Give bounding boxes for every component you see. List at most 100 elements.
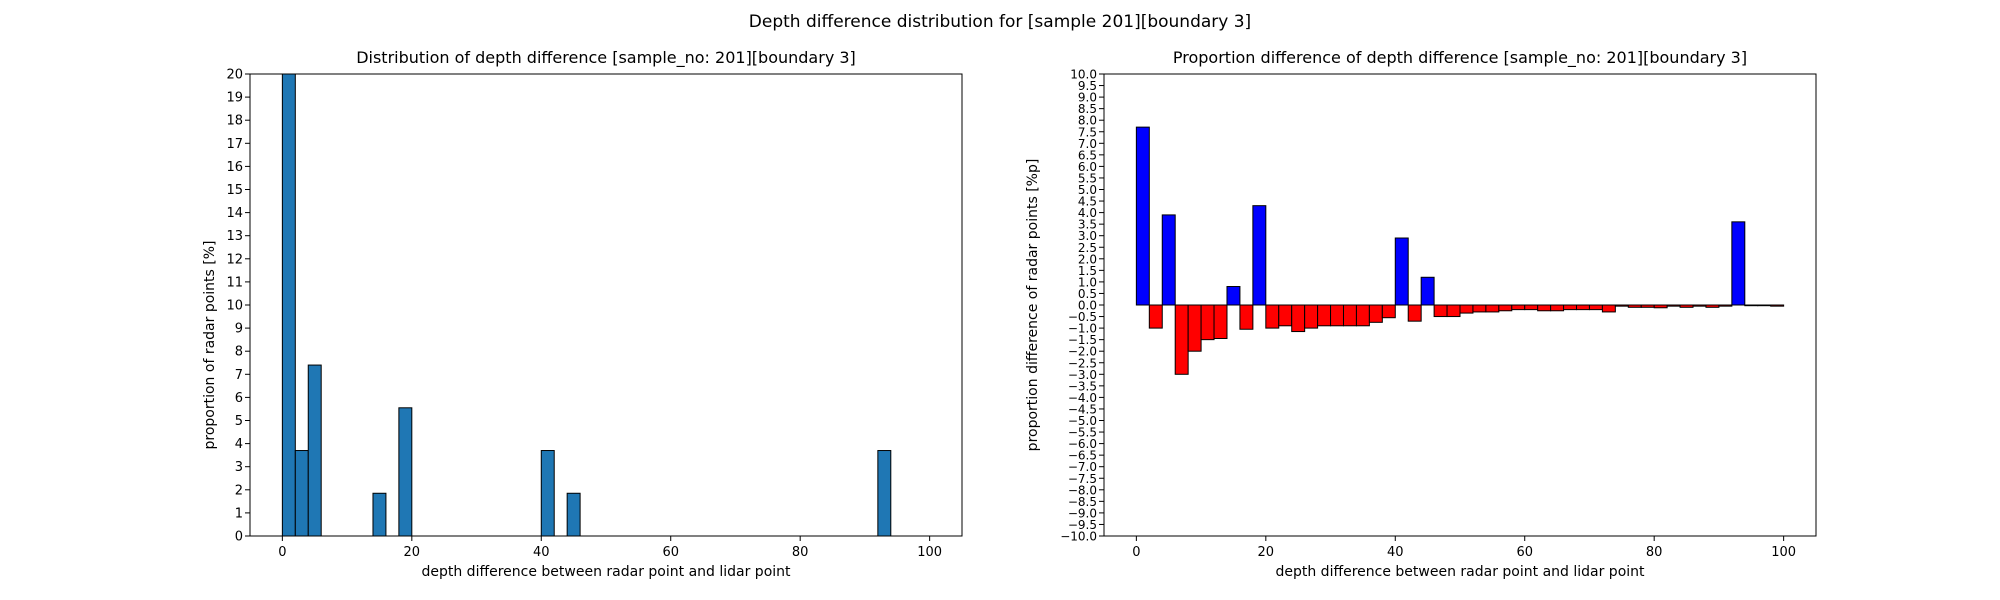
right-chart-bar [1692, 304, 1707, 307]
left-chart-ytick-label: 4 [235, 437, 243, 452]
right-chart-ytick-label: 1.0 [1078, 275, 1097, 289]
right-chart-bar [1394, 237, 1409, 306]
left-chart-xticks: 0 20 40 60 80 100 [278, 536, 942, 560]
right-chart-ytick-label: −7.5 [1068, 472, 1097, 486]
right-chart-ytick-label: 0.0 [1078, 299, 1097, 313]
right-chart-ytick-label: −9.5 [1068, 518, 1097, 532]
right-chart-ytick-label: −2.0 [1068, 345, 1097, 359]
right-chart-bar [1317, 304, 1332, 327]
right-chart-frame [1103, 73, 1817, 537]
left-chart-ytick-label: 10 [226, 299, 243, 314]
right-chart-bar [1653, 304, 1668, 309]
figure-suptitle: Depth difference distribution for [sampl… [749, 12, 1251, 32]
right-chart-ytick-label: 1.5 [1078, 264, 1097, 278]
left-chart-bar [281, 73, 296, 537]
right-chart-ytick-label: 8.0 [1078, 114, 1097, 128]
right-chart-ytick-label: 9.5 [1078, 79, 1097, 93]
right-chart-xtick-label: 60 [1516, 545, 1533, 560]
right-chart-bar [1757, 304, 1772, 307]
left-chart-bar [877, 450, 892, 537]
right-chart-ytick-label: −4.0 [1068, 391, 1097, 405]
right-chart-ytick-label: −2.5 [1068, 356, 1097, 370]
right-chart-ytick-label: 6.0 [1078, 160, 1097, 174]
right-chart-axes: Proportion difference of depth differenc… [1025, 48, 1817, 580]
left-chart-xtick-label: 80 [792, 545, 809, 560]
right-chart-bar [1368, 304, 1383, 323]
left-chart-bar [566, 492, 581, 537]
left-chart-xtick-label: 60 [662, 545, 679, 560]
left-chart-title: Distribution of depth difference [sample… [356, 48, 856, 68]
right-chart-bar [1330, 304, 1345, 327]
right-chart-ytick-label: −1.5 [1068, 333, 1097, 347]
right-chart-bar [1718, 304, 1733, 307]
right-chart-bar [1187, 304, 1202, 352]
right-chart-bar [1744, 304, 1759, 307]
left-chart-ytick-label: 2 [235, 483, 243, 498]
right-chart-ytick-label: 4.0 [1078, 206, 1097, 220]
right-chart-bar [1485, 304, 1500, 313]
left-chart-xtick-label: 40 [533, 545, 550, 560]
right-chart-bar [1679, 304, 1694, 308]
right-chart-bar [1446, 304, 1461, 318]
right-chart-bar [1407, 304, 1422, 322]
right-chart-ytick-label: −3.0 [1068, 368, 1097, 382]
left-chart-bar [398, 407, 413, 537]
left-chart-axes: Distribution of depth difference [sample… [202, 48, 963, 580]
right-chart-bar [1420, 276, 1435, 306]
right-chart-bar [1174, 304, 1189, 375]
right-chart-ytick-label: 4.5 [1078, 195, 1097, 209]
left-chart-ytick-label: 0 [235, 530, 243, 545]
right-chart-ytick-label: −9.0 [1068, 506, 1097, 520]
right-chart-bar [1563, 304, 1578, 311]
right-chart-xlabel: depth difference between radar point and… [1275, 564, 1645, 580]
right-chart-ytick-label: −7.0 [1068, 460, 1097, 474]
right-chart-bar [1381, 304, 1396, 319]
left-chart-xtick-label: 100 [917, 545, 942, 560]
right-chart-ytick-label: −1.0 [1068, 322, 1097, 336]
right-chart-bar [1278, 304, 1293, 327]
right-chart-xticks: 0 20 40 60 80 100 [1132, 536, 1796, 560]
left-chart-ytick-label: 12 [226, 252, 243, 267]
right-chart-ytick-label: −6.5 [1068, 449, 1097, 463]
right-chart-bar [1304, 304, 1319, 329]
left-chart-ytick-label: 5 [235, 414, 243, 429]
right-chart-bar [1576, 304, 1590, 311]
right-chart-bar [1498, 304, 1513, 312]
right-chart-bar [1200, 304, 1215, 341]
left-chart-ytick-label: 8 [235, 345, 243, 360]
right-chart-bar [1472, 304, 1487, 313]
right-chart-xtick-label: 20 [1258, 545, 1275, 560]
right-chart-ytick-label: 7.5 [1078, 125, 1097, 139]
right-chart-ytick-label: 6.5 [1078, 148, 1097, 162]
right-chart-ytick-label: −4.5 [1068, 402, 1097, 416]
right-chart-ytick-label: −8.0 [1068, 483, 1097, 497]
right-chart-bar [1226, 286, 1241, 306]
right-chart-ytick-label: −3.5 [1068, 379, 1097, 393]
right-chart-bar [1459, 304, 1474, 314]
right-chart-title: Proportion difference of depth differenc… [1173, 48, 1747, 68]
right-chart-bar [1148, 304, 1163, 329]
left-chart-bar [294, 450, 309, 537]
right-chart-bar [1213, 304, 1228, 339]
right-chart-bar [1239, 304, 1254, 330]
left-chart-ytick-label: 19 [226, 91, 243, 106]
right-chart-ytick-label: 3.0 [1078, 229, 1097, 243]
left-chart-ytick-label: 9 [235, 322, 243, 337]
left-chart-ylabel: proportion of radar points [%] [202, 240, 218, 449]
left-chart-ytick-label: 6 [235, 391, 243, 406]
right-chart-bar [1550, 304, 1565, 312]
left-chart-frame [249, 73, 963, 537]
right-chart-bar [1265, 304, 1280, 329]
left-chart-ytick-label: 11 [226, 275, 243, 290]
right-chart-ytick-label: 10.0 [1070, 68, 1097, 82]
right-chart-bar [1731, 221, 1746, 306]
right-chart-xtick-label: 40 [1387, 545, 1404, 560]
right-chart-ytick-label: −6.0 [1068, 437, 1097, 451]
right-chart-xtick-label: 80 [1646, 545, 1663, 560]
left-chart-ytick-label: 7 [235, 368, 243, 383]
left-chart-xtick-label: 0 [278, 545, 286, 560]
right-chart-ytick-label: −5.5 [1068, 426, 1097, 440]
left-chart-xtick-label: 20 [404, 545, 421, 560]
